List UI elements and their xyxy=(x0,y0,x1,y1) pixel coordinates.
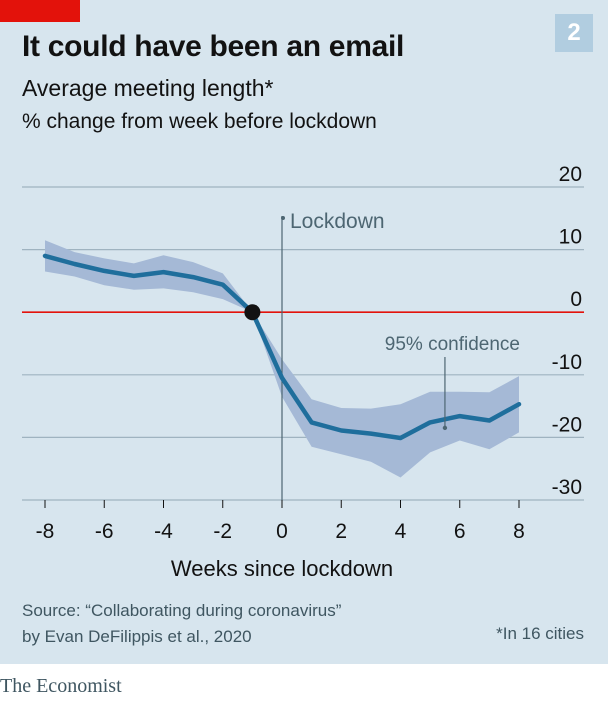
source-line-1: Source: “Collaborating during coronaviru… xyxy=(22,601,342,620)
chart-title: It could have been an email xyxy=(22,30,405,63)
x-tick-label: -6 xyxy=(95,520,114,543)
lockdown-annotation: Lockdown xyxy=(290,210,385,233)
chart-panel xyxy=(0,0,608,664)
y-tick-label: 10 xyxy=(559,226,582,249)
y-tick-label: 0 xyxy=(570,288,582,311)
chart-unit-label: % change from week before lockdown xyxy=(22,110,377,133)
footnote: *In 16 cities xyxy=(496,624,584,643)
y-tick-label: -10 xyxy=(552,351,582,374)
series-line xyxy=(42,253,522,441)
y-tick-label: -20 xyxy=(552,413,582,436)
x-tick-label: 6 xyxy=(454,520,466,543)
x-tick-label: 8 xyxy=(513,520,525,543)
confidence-annotation: 95% confidence xyxy=(385,334,520,355)
y-tick-label: -30 xyxy=(552,476,582,499)
x-tick-label: -4 xyxy=(154,520,173,543)
x-axis-label: Weeks since lockdown xyxy=(170,556,394,581)
chart-number-badge: 2 xyxy=(555,14,593,52)
x-tick-label: 4 xyxy=(395,520,407,543)
x-tick-label: -8 xyxy=(36,520,55,543)
lockdown-dot xyxy=(281,216,285,220)
x-tick-label: -2 xyxy=(213,520,232,543)
confidence-leader-dot xyxy=(442,425,448,431)
source-note: Source: “Collaborating during coronaviru… xyxy=(22,598,342,650)
x-tick-label: 2 xyxy=(335,520,347,543)
brand-red-tag xyxy=(0,0,80,22)
reference-point-marker xyxy=(244,304,261,321)
publisher-logo: The Economist xyxy=(0,675,122,697)
confidence-band xyxy=(45,240,519,478)
source-line-2: by Evan DeFilippis et al., 2020 xyxy=(22,627,252,646)
chart-subtitle: Average meeting length* xyxy=(22,75,274,101)
y-tick-label: 20 xyxy=(559,163,582,186)
x-tick-label: 0 xyxy=(276,520,288,543)
